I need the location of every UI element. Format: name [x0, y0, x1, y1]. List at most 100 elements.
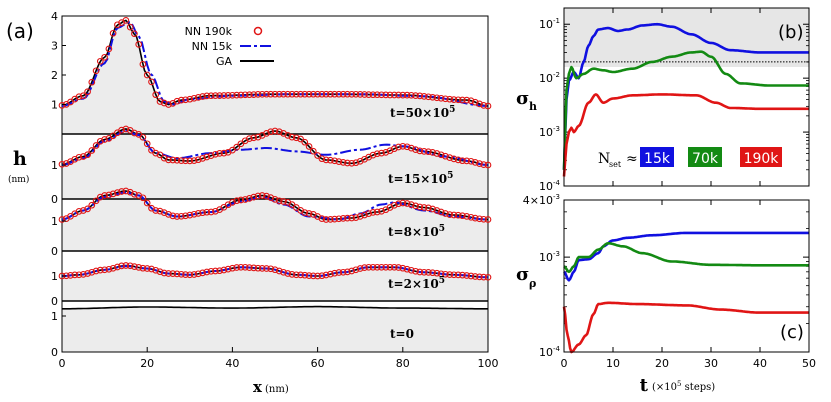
- strip-3-nn190k-marker: [165, 270, 172, 277]
- strip-3-nn190k-marker: [135, 264, 143, 271]
- strip-0-nn190k-marker: [305, 90, 313, 98]
- strip-1-nn190k-marker: [420, 148, 428, 155]
- nset-label-sub: set: [609, 160, 622, 169]
- strip-2-ytick-label-0: 0: [51, 245, 58, 258]
- strip-2-nn190k-marker: [378, 207, 385, 215]
- strip-1-nn190k-marker: [203, 153, 211, 161]
- strip-0-nn190k-marker: [416, 92, 424, 100]
- strip-2-nn190k-marker: [373, 208, 381, 216]
- strip-3-nn190k-marker: [450, 271, 458, 279]
- strip-3-nn190k-marker: [241, 263, 249, 271]
- strip-3-nn190k-marker: [114, 263, 121, 271]
- strip-3-nn190k-marker: [139, 264, 147, 272]
- strip-2-nn190k-marker: [407, 201, 415, 208]
- strip-2-nn190k-marker: [182, 212, 189, 220]
- legend-nn15k-label: NN 15k: [192, 40, 233, 53]
- strip-0-nn190k-marker: [403, 91, 411, 99]
- strip-3-nn190k-marker: [382, 263, 390, 271]
- panel-c-ytick-label-base-2: 4×10: [523, 194, 553, 207]
- panel-c-series-70k: [563, 242, 810, 274]
- strip-3-nn190k-marker: [467, 272, 475, 280]
- strip-0-nn190k-marker: [258, 90, 266, 98]
- strip-0-nn190k-marker: [284, 90, 292, 98]
- strip-2-time-label: t=8×105: [388, 224, 445, 239]
- strip-3-nn190k-marker: [233, 264, 241, 271]
- strip-1-nn190k-marker: [442, 152, 449, 160]
- strip-0-nn190k-marker: [365, 91, 373, 98]
- strip-0-ytick-label-3: 4: [51, 10, 58, 23]
- strip-1-nn190k-marker: [322, 156, 330, 164]
- strip-2-nn190k-marker: [467, 213, 475, 221]
- strip-0-nn190k-marker: [109, 29, 117, 37]
- strip-1-nn190k-marker: [88, 147, 96, 154]
- strip-0-nn190k-marker: [160, 99, 168, 107]
- strip-3-nn190k-marker: [420, 268, 428, 276]
- strip-2-nn190k-marker: [109, 190, 117, 198]
- strip-2-nn190k-marker: [318, 215, 326, 222]
- strip-1-nn190k-marker: [284, 132, 292, 139]
- strip-3-nn190k-marker: [267, 265, 275, 273]
- strip-0-ytick-label-0: 1: [51, 99, 58, 112]
- strip-3-nn190k-marker: [284, 270, 292, 277]
- strip-3-nn190k-marker: [207, 267, 215, 275]
- strip-3-nn190k-marker: [203, 268, 211, 276]
- strip-0-nn190k-marker: [271, 90, 279, 98]
- strip-1-time-label-exp: 5: [447, 171, 453, 181]
- strip-3-nn190k-marker: [314, 272, 321, 280]
- strip-3-nn190k-marker: [122, 262, 130, 269]
- strip-2-nn190k-marker: [437, 208, 445, 216]
- panel-c: 10-410-34×10-30 10 20 30 40 50 (c) σ ρ t (×10…: [516, 193, 816, 396]
- strip-0-nn190k-marker: [454, 96, 462, 104]
- strip-1-nn190k-marker: [480, 161, 488, 168]
- strip-4-ga-line: [62, 305, 488, 310]
- panel-c-ytick-label-base-0: 10: [539, 346, 553, 359]
- strip-3-nn190k-marker: [344, 268, 351, 276]
- panel-c-ytick-label-exp-0: -4: [553, 345, 561, 353]
- strip-2-nn190k-marker: [420, 204, 428, 211]
- strip-4-ytick-label-1: 1: [51, 310, 58, 323]
- strip-0-nn190k-marker: [250, 91, 258, 98]
- strip-1-nn190k-marker: [373, 150, 381, 158]
- panel-b-ytick-label-2: 10-2: [539, 71, 560, 85]
- strip-1-nn190k-marker: [186, 157, 194, 165]
- strip-0-nn190k-marker: [442, 95, 449, 103]
- strip-2-nn190k-marker: [75, 208, 83, 215]
- strip-1-nn190k-marker: [459, 157, 466, 165]
- strip-1-nn190k-marker: [433, 150, 441, 157]
- strip-1-nn190k-marker: [450, 155, 458, 163]
- strip-1-nn190k-marker: [416, 147, 424, 155]
- strip-1-nn15k-line: [61, 129, 489, 166]
- strip-3-nn190k-marker: [156, 268, 164, 276]
- strip-3-time-label: t=2×105: [388, 276, 445, 291]
- nset-190k-box: [740, 147, 782, 167]
- strip-3-nn190k-marker: [160, 269, 168, 277]
- strip-3-nn190k-marker: [212, 267, 219, 275]
- strip-2-nn190k-marker: [416, 203, 424, 211]
- strip-0-nn190k-marker: [267, 90, 275, 98]
- strip-1-nn190k-marker: [467, 157, 475, 165]
- strip-3-nn190k-marker: [471, 273, 479, 280]
- strip-2-nn190k-marker: [280, 198, 287, 205]
- strip-3-nn190k-marker: [386, 263, 394, 271]
- strip-0-nn190k-marker: [309, 90, 317, 98]
- strip-2-nn190k-marker: [250, 193, 258, 201]
- strip-3-nn190k-marker: [292, 271, 300, 279]
- strip-3-nn190k-marker: [258, 265, 266, 272]
- strip-3-nn190k-marker: [143, 265, 151, 272]
- strip-1-nn190k-marker: [369, 151, 377, 159]
- strip-1-nn190k-marker: [229, 146, 236, 154]
- strip-0-nn190k-marker: [407, 91, 415, 99]
- panel-c-xlabel-unit-a: (×10: [652, 382, 677, 393]
- strip-2-nn190k-marker: [476, 215, 483, 223]
- strip-0-nn190k-marker: [420, 93, 428, 100]
- strip-1-nn190k-marker: [348, 159, 356, 167]
- panel-c-xtick-label-3: 30: [704, 357, 718, 370]
- strip-0-nn190k-marker: [92, 67, 100, 75]
- strip-0-nn190k-marker: [216, 92, 223, 99]
- strip-0-nn190k-marker: [425, 93, 432, 101]
- strip-1-nn190k-marker: [297, 135, 304, 143]
- strip-1-nn190k-marker: [476, 160, 483, 167]
- strip-0-nn190k-marker: [237, 91, 245, 99]
- strip-0-nn190k-marker: [156, 98, 164, 105]
